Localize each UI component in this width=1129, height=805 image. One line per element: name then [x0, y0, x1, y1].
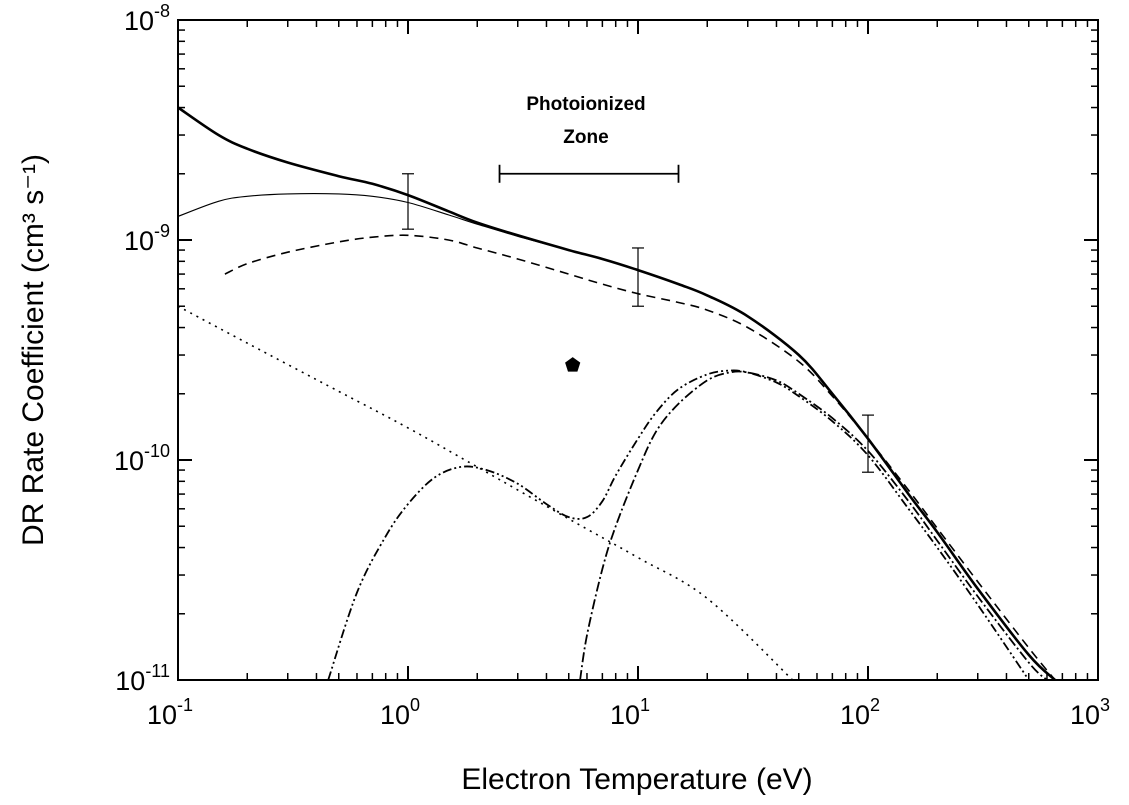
- series-line-dashed: [224, 234, 1056, 680]
- error-bar: [402, 173, 414, 230]
- annotations: Photoionized Zone: [498, 94, 680, 183]
- y-axis-title: DR Rate Coefficient (cm³ s⁻¹): [17, 154, 50, 546]
- plot-series: [178, 106, 1056, 680]
- data-marker-pentagon: [565, 357, 581, 372]
- x-tick-label: 102: [840, 695, 880, 730]
- axes: 10-1 100 101 102 103 10-11 10-10 10-9 10-8: [114, 1, 1110, 730]
- series-line-dotted: [178, 305, 794, 680]
- x-tick-label: 100: [380, 695, 420, 730]
- x-axis-title: Electron Temperature (eV): [461, 763, 812, 796]
- y-tick-label: 10-11: [115, 661, 170, 696]
- x-tick-label: 101: [610, 695, 650, 730]
- series-line-dash-dot: [579, 370, 1048, 680]
- error-bar: [632, 247, 644, 307]
- x-tick-label: 103: [1070, 695, 1110, 730]
- annotation-photoionized-label-line1: Photoionized: [526, 94, 645, 115]
- plot-frame: [177, 19, 1099, 681]
- y-tick-label: 10-9: [124, 221, 170, 256]
- annotation-photoionized-label-line2: Zone: [563, 127, 608, 148]
- error-bar: [862, 414, 874, 473]
- y-tick-label: 10-8: [124, 1, 170, 36]
- series-group: [178, 106, 1056, 680]
- series-line-dash-dot-dot: [327, 369, 1030, 680]
- y-tick-label: 10-10: [114, 441, 170, 476]
- x-tick-label: 10-1: [147, 695, 193, 730]
